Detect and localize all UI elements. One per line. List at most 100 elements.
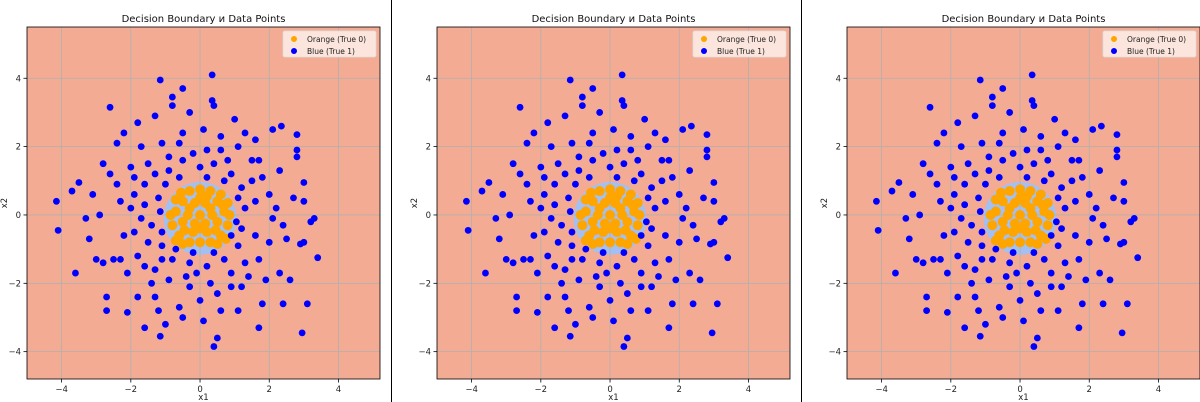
blue-point: [606, 163, 614, 171]
blue-point: [156, 76, 164, 84]
orange-point: [222, 220, 233, 231]
blue-point: [1068, 156, 1076, 164]
orange-point: [1021, 191, 1032, 202]
legend-marker-orange: [701, 36, 707, 42]
blue-point: [551, 324, 559, 332]
orange-point: [987, 220, 998, 231]
orange-point: [1009, 198, 1020, 208]
blue-point: [999, 156, 1007, 164]
blue-point: [703, 131, 711, 139]
axes-frame: [436, 26, 791, 380]
blue-point: [509, 160, 517, 168]
blue-point: [144, 160, 152, 168]
blue-point: [950, 173, 958, 181]
blue-point: [1130, 214, 1138, 222]
blue-point: [196, 296, 204, 304]
blue-point: [148, 221, 155, 229]
legend-box: [1102, 30, 1197, 58]
blue-point: [298, 329, 306, 337]
legend-marker-orange: [291, 36, 297, 42]
blue-point: [978, 139, 986, 147]
x-tick-label: 2: [677, 385, 682, 395]
blue-point: [1028, 97, 1036, 104]
blue-point: [252, 197, 259, 205]
blue-point: [1082, 276, 1090, 284]
blue-point: [241, 259, 249, 267]
blue-point: [1085, 191, 1093, 198]
blue-point: [269, 214, 277, 222]
y-tick-label: 2: [836, 143, 841, 153]
blue-point: [217, 307, 225, 315]
blue-point: [1068, 177, 1076, 185]
blue-point: [888, 187, 896, 195]
blue-point: [892, 269, 899, 277]
blue-point: [950, 228, 958, 236]
blue-point: [599, 249, 607, 256]
blue-point: [203, 146, 211, 154]
blue-point: [982, 180, 989, 188]
x-tick-label: −4: [55, 385, 68, 395]
blue-point: [957, 214, 965, 222]
blue-point: [276, 269, 284, 277]
blue-point: [1023, 173, 1031, 181]
blue-point: [200, 126, 207, 133]
blue-point: [668, 173, 676, 181]
blue-point: [547, 214, 555, 222]
blue-point: [516, 103, 524, 111]
blue-point: [165, 167, 173, 174]
orange-point: [985, 209, 996, 220]
blue-point: [540, 173, 548, 181]
blue-point: [544, 252, 552, 260]
blue-point: [186, 283, 194, 291]
blue-point: [220, 255, 228, 263]
orange-point: [605, 223, 616, 234]
orange-point: [625, 189, 636, 200]
blue-point: [134, 293, 142, 301]
blue-point: [1023, 146, 1031, 154]
blue-point: [937, 255, 944, 263]
blue-point: [582, 245, 590, 253]
blue-point: [943, 308, 951, 316]
legend-label: Blue (True 1): [307, 47, 355, 56]
blue-point: [151, 112, 159, 120]
blue-point: [1013, 269, 1020, 277]
blue-point: [151, 293, 159, 301]
blue-point: [300, 197, 308, 205]
blue-point: [175, 139, 183, 147]
blue-point: [599, 150, 607, 157]
blue-point: [1044, 156, 1052, 164]
blue-point: [54, 226, 62, 234]
blue-point: [220, 177, 228, 185]
blue-point: [200, 317, 207, 325]
blue-point: [92, 255, 100, 263]
blue-point: [527, 197, 534, 205]
blue-point: [286, 276, 294, 284]
blue-point: [999, 129, 1007, 137]
blue-point: [1023, 262, 1031, 270]
blue-point: [1061, 129, 1069, 137]
blue-point: [971, 266, 979, 274]
blue-point: [603, 269, 610, 277]
blue-point: [1009, 150, 1017, 157]
blue-point: [923, 307, 930, 315]
blue-point: [1123, 300, 1131, 308]
blue-point: [293, 146, 301, 154]
blue-point: [232, 218, 240, 226]
blue-point: [675, 191, 683, 198]
blue-point: [971, 170, 979, 178]
blue-point: [1072, 197, 1079, 205]
legend-label: Blue (True 1): [1127, 47, 1175, 56]
blue-point: [120, 129, 128, 137]
y-tick-label: 4: [426, 74, 431, 84]
blue-point: [238, 225, 245, 233]
blue-point: [151, 170, 159, 178]
blue-point: [189, 150, 197, 157]
orange-point: [222, 198, 233, 208]
blue-point: [303, 300, 311, 308]
blue-point: [279, 300, 287, 308]
blue-point: [1117, 240, 1124, 248]
blue-point: [551, 262, 559, 270]
blue-point: [1037, 146, 1045, 154]
blue-point: [961, 201, 969, 209]
orange-point: [605, 237, 616, 248]
